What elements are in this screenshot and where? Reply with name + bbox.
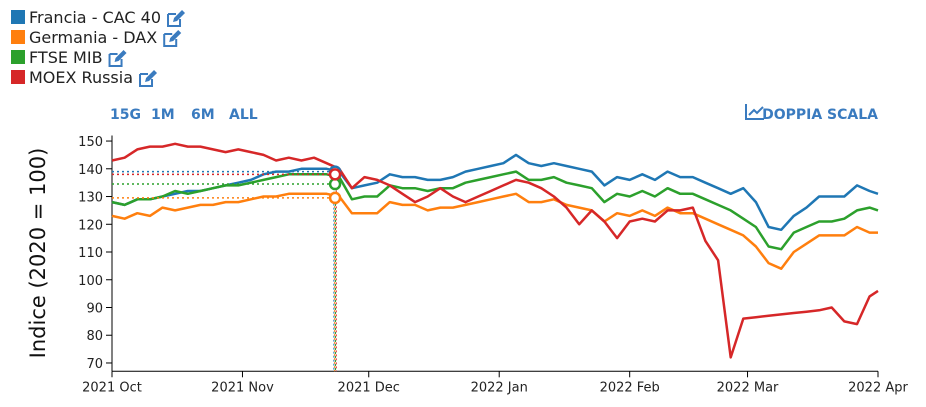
y-tick-label: 150 (78, 135, 103, 150)
series-line (111, 170, 879, 251)
dual-axis-icon-axes (745, 104, 764, 120)
edit-icon-pen (169, 30, 182, 42)
x-tick-label: 2022 Apr (848, 380, 908, 395)
y-tick-label: 130 (78, 191, 103, 206)
x-tick-label: 2022 Jan (471, 380, 528, 395)
x-tick-label: 2022 Feb (600, 380, 660, 395)
series-line (111, 142, 879, 359)
legend-edit-icon[interactable] (167, 10, 186, 27)
legend-label: MOEX Russia (29, 68, 133, 87)
edit-icon-box (167, 13, 182, 27)
legend-edit-icon[interactable] (139, 70, 158, 87)
dual-axis-button[interactable]: DOPPIA SCALA (762, 107, 878, 123)
dual-axis-icon[interactable] (745, 104, 764, 120)
range-button[interactable]: 6M (191, 107, 215, 123)
x-tick-label: 2021 Dec (338, 380, 400, 395)
edit-icon-pen (173, 10, 186, 22)
y-axis-label: Indice (2020 = 100) (26, 148, 50, 359)
legend-swatch (11, 50, 25, 64)
range-button[interactable]: 1M (151, 107, 175, 123)
legend-label: FTSE MIB (29, 48, 103, 67)
legend-swatch (11, 70, 25, 84)
legend-edit-icon[interactable] (108, 50, 127, 67)
legend-edit-icon[interactable] (163, 30, 182, 47)
y-tick-label: 70 (86, 357, 103, 372)
y-tick-label: 110 (78, 246, 103, 261)
legend-label: Francia - CAC 40 (29, 8, 161, 27)
edit-icon-box (139, 73, 154, 87)
edit-icon-pen (145, 70, 158, 82)
legend-swatch (11, 30, 25, 44)
legend-swatch (11, 10, 25, 24)
y-tick-label: 120 (78, 218, 103, 233)
y-tick-label: 140 (78, 163, 103, 178)
x-tick-label: 2021 Nov (211, 380, 274, 395)
edit-icon-box (163, 33, 178, 47)
y-tick-label: 100 (78, 274, 103, 289)
range-button[interactable]: 15G (110, 107, 141, 123)
edit-icon-pen (114, 50, 127, 62)
edit-icon-box (108, 53, 123, 67)
y-tick-label: 80 (86, 329, 103, 344)
series-line (111, 153, 879, 232)
y-tick-label: 90 (86, 301, 103, 316)
legend-label: Germania - DAX (29, 28, 157, 47)
series-line (111, 192, 878, 270)
x-tick-label: 2021 Oct (82, 380, 142, 395)
cursor-marker (328, 168, 342, 181)
cursor-marker (328, 191, 342, 205)
range-button[interactable]: ALL (229, 107, 258, 123)
dual-axis-icon-line (748, 106, 764, 116)
x-tick-label: 2022 Mar (717, 380, 779, 395)
